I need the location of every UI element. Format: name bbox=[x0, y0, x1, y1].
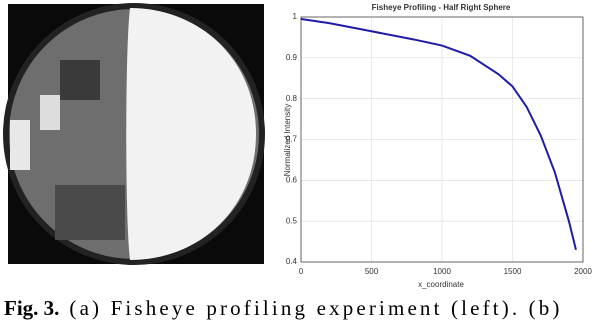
caption-label: Fig. 3. bbox=[4, 296, 59, 320]
chart: Fisheye Profiling - Half Right Sphere x_… bbox=[283, 3, 592, 289]
x-tick-label: 0 bbox=[299, 267, 304, 276]
window-glare bbox=[10, 120, 30, 170]
y-tick-label: 1 bbox=[293, 12, 298, 21]
person bbox=[60, 60, 100, 100]
y-tick-label: 0.7 bbox=[286, 135, 298, 144]
white-panel bbox=[126, 8, 256, 260]
y-axis-label: Normalized Intensity bbox=[283, 104, 292, 176]
window-glare bbox=[40, 95, 60, 130]
y-tick-label: 0.9 bbox=[286, 53, 298, 62]
y-tick-label: 0.6 bbox=[286, 175, 298, 184]
x-tick-label: 2000 bbox=[574, 267, 592, 276]
fisheye-rim bbox=[3, 3, 265, 265]
x-axis-label: x_coordinate bbox=[418, 280, 464, 289]
plot-frame bbox=[300, 16, 584, 263]
y-tick-label: 0.8 bbox=[286, 94, 298, 103]
chart-title: Fisheye Profiling - Half Right Sphere bbox=[372, 3, 511, 12]
caption-text: (a) Fisheye profiling experiment (left).… bbox=[69, 296, 559, 320]
person bbox=[55, 185, 125, 240]
x-tick-label: 500 bbox=[365, 267, 379, 276]
x-tick-label: 1500 bbox=[504, 267, 522, 276]
x-tick-label: 1000 bbox=[433, 267, 451, 276]
data-line bbox=[300, 18, 577, 250]
y-tick-label: 0.5 bbox=[286, 216, 298, 225]
y-tick-label: 0.4 bbox=[286, 257, 298, 266]
caption: Fig. 3. (a) Fisheye profiling experiment … bbox=[4, 296, 559, 320]
